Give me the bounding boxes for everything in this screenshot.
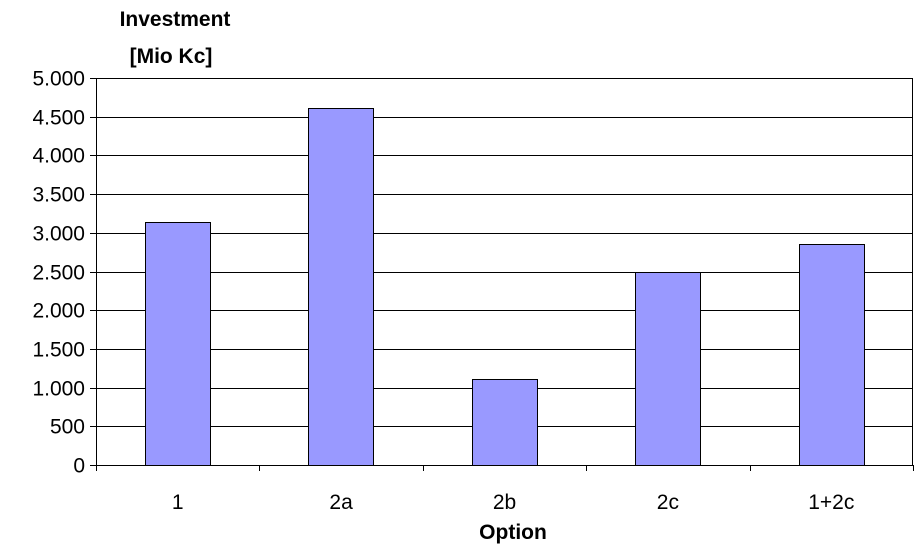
- bar-1: [145, 222, 211, 466]
- axes: [90, 78, 914, 471]
- y-axis-label-line-1: Investment: [120, 8, 231, 31]
- x-tick-label: 1: [172, 491, 184, 514]
- bar-2c: [635, 272, 701, 466]
- y-tick-label: 2.500: [32, 262, 85, 285]
- y-tick-labels: 0 500 1.000 1.500 2.000 2.500 3.000 3.500 4.000 4…: [32, 68, 85, 478]
- y-tick-label: 4.000: [32, 145, 85, 168]
- y-tick-label: 0: [73, 455, 85, 478]
- y-axis-label-line-2: [Mio Kc]: [130, 45, 213, 68]
- x-tick-label: 2c: [657, 491, 679, 514]
- y-tick-label: 1.000: [32, 378, 85, 401]
- bars: [145, 108, 865, 466]
- y-tick-label: 4.500: [32, 107, 85, 130]
- x-tick-label: 2b: [493, 491, 516, 514]
- y-tick-label: 2.000: [32, 300, 85, 323]
- grid-lines: [96, 78, 913, 427]
- x-tick-label: 1+2c: [808, 491, 854, 514]
- y-tick-label: 1.500: [32, 339, 85, 362]
- x-tick-labels: 1 2a 2b 2c 1+2c: [172, 491, 855, 514]
- bar-2b: [472, 379, 538, 466]
- y-tick-label: 5.000: [32, 68, 85, 91]
- y-tick-label: 500: [50, 416, 85, 439]
- y-tick-label: 3.000: [32, 223, 85, 246]
- x-tick-label: 2a: [329, 491, 353, 514]
- y-tick-label: 3.500: [32, 184, 85, 207]
- bar-2a: [308, 108, 374, 466]
- bar-1+2c: [799, 244, 865, 466]
- x-axis-label: Option: [479, 521, 547, 544]
